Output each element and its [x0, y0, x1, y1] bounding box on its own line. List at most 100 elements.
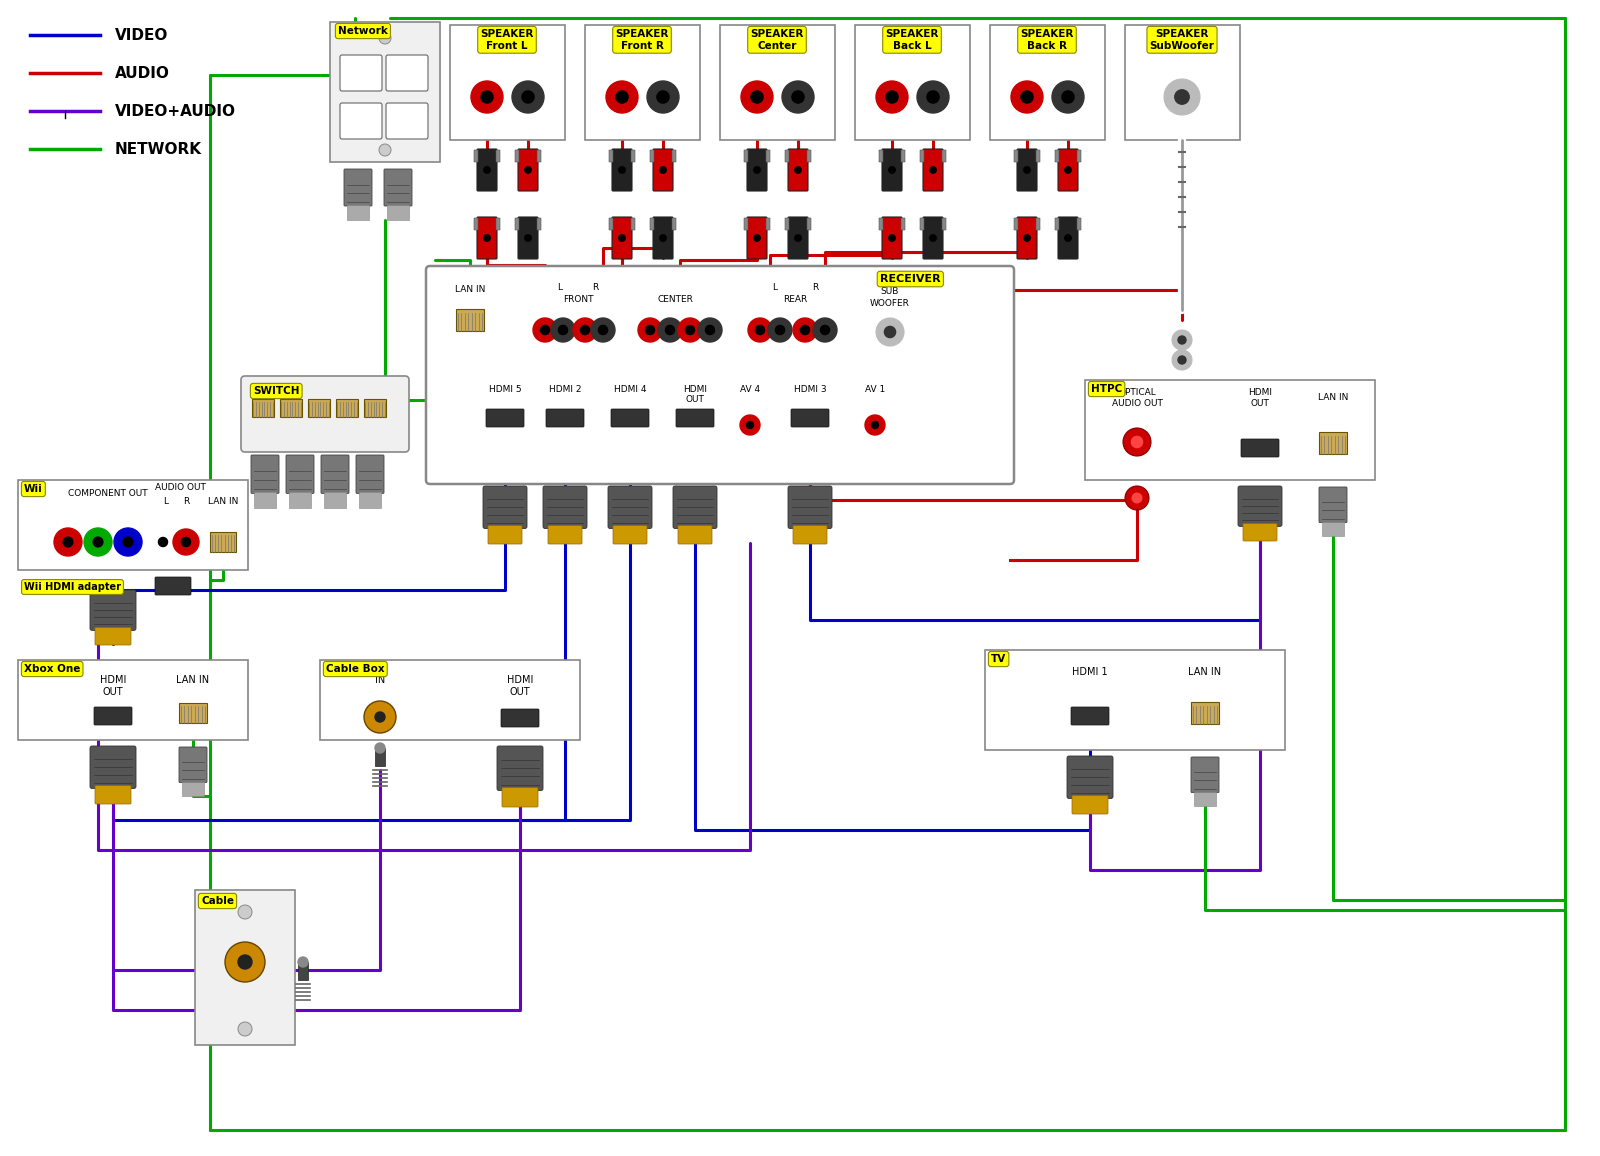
FancyBboxPatch shape [920, 150, 925, 162]
FancyBboxPatch shape [339, 103, 382, 139]
Text: AV 1: AV 1 [866, 385, 885, 394]
Bar [1190, 702, 1219, 724]
Text: LAN IN: LAN IN [454, 286, 485, 295]
Bar [210, 532, 237, 553]
Text: Xbox One: Xbox One [24, 664, 80, 674]
Text: SPEAKER
Back R: SPEAKER Back R [1021, 29, 1074, 51]
Text: R: R [592, 283, 598, 292]
FancyBboxPatch shape [878, 150, 883, 162]
Circle shape [573, 318, 597, 342]
FancyBboxPatch shape [610, 218, 613, 230]
Circle shape [1062, 91, 1074, 103]
Bar [1085, 380, 1374, 480]
Circle shape [794, 318, 818, 342]
FancyBboxPatch shape [1037, 218, 1040, 230]
FancyBboxPatch shape [1014, 218, 1018, 230]
FancyBboxPatch shape [786, 218, 789, 230]
Circle shape [795, 166, 802, 173]
FancyBboxPatch shape [1054, 218, 1059, 230]
Circle shape [238, 1022, 253, 1036]
FancyBboxPatch shape [518, 217, 538, 259]
Text: L: L [773, 283, 778, 292]
Circle shape [1178, 336, 1186, 344]
Circle shape [886, 91, 898, 103]
Bar [986, 650, 1285, 750]
Circle shape [706, 326, 715, 334]
FancyBboxPatch shape [94, 628, 131, 645]
FancyBboxPatch shape [806, 150, 811, 162]
Bar [179, 703, 206, 722]
Text: SPEAKER
SubWoofer: SPEAKER SubWoofer [1149, 29, 1214, 51]
Circle shape [541, 326, 549, 334]
Text: HDMI
OUT: HDMI OUT [683, 385, 707, 405]
FancyBboxPatch shape [608, 486, 653, 528]
Circle shape [1011, 81, 1043, 113]
Circle shape [1131, 437, 1142, 447]
Text: SPEAKER
Center: SPEAKER Center [750, 29, 803, 51]
FancyBboxPatch shape [942, 150, 946, 162]
FancyBboxPatch shape [286, 455, 314, 494]
Circle shape [747, 422, 754, 429]
Circle shape [238, 905, 253, 919]
Circle shape [930, 166, 936, 173]
FancyBboxPatch shape [546, 409, 584, 427]
Circle shape [483, 166, 490, 173]
Text: SUB: SUB [882, 288, 899, 296]
FancyBboxPatch shape [923, 217, 942, 259]
FancyBboxPatch shape [1018, 217, 1037, 259]
Circle shape [800, 326, 810, 334]
Text: LAN IN: LAN IN [1189, 667, 1221, 677]
FancyBboxPatch shape [786, 150, 789, 162]
FancyBboxPatch shape [1058, 217, 1078, 259]
FancyBboxPatch shape [650, 218, 654, 230]
FancyBboxPatch shape [322, 455, 349, 494]
Text: Cable: Cable [202, 896, 234, 906]
Text: TV: TV [990, 654, 1006, 664]
Text: OUT: OUT [102, 687, 123, 697]
FancyBboxPatch shape [344, 169, 371, 206]
Circle shape [1064, 166, 1072, 173]
Bar [387, 205, 410, 220]
FancyBboxPatch shape [518, 149, 538, 191]
FancyBboxPatch shape [901, 150, 906, 162]
Circle shape [866, 415, 885, 435]
Circle shape [917, 81, 949, 113]
Circle shape [678, 318, 702, 342]
FancyBboxPatch shape [1072, 795, 1107, 814]
FancyBboxPatch shape [1014, 150, 1018, 162]
FancyBboxPatch shape [744, 150, 749, 162]
Text: HDMI 1: HDMI 1 [1072, 667, 1107, 677]
Circle shape [83, 528, 112, 556]
Bar [18, 480, 248, 570]
FancyBboxPatch shape [878, 218, 883, 230]
FancyBboxPatch shape [486, 409, 525, 427]
Circle shape [698, 318, 722, 342]
Circle shape [1024, 166, 1030, 173]
Circle shape [483, 235, 490, 242]
Text: SWITCH: SWITCH [253, 386, 299, 397]
Circle shape [93, 538, 102, 547]
Circle shape [590, 318, 614, 342]
Circle shape [533, 318, 557, 342]
Bar [1194, 792, 1216, 806]
Circle shape [792, 91, 805, 103]
Text: LAN IN: LAN IN [208, 497, 238, 506]
Circle shape [581, 326, 589, 334]
FancyBboxPatch shape [650, 150, 654, 162]
Circle shape [755, 326, 765, 334]
Circle shape [926, 91, 939, 103]
FancyBboxPatch shape [747, 149, 766, 191]
Circle shape [522, 91, 534, 103]
Bar [336, 399, 358, 417]
Text: HDMI
OUT: HDMI OUT [1248, 388, 1272, 408]
Circle shape [1053, 81, 1085, 113]
Bar [280, 399, 302, 417]
Bar [854, 25, 970, 140]
Bar [307, 399, 330, 417]
FancyBboxPatch shape [498, 746, 542, 791]
FancyBboxPatch shape [251, 455, 278, 494]
Circle shape [638, 318, 662, 342]
Circle shape [173, 529, 198, 555]
Circle shape [114, 528, 142, 556]
FancyBboxPatch shape [674, 486, 717, 528]
